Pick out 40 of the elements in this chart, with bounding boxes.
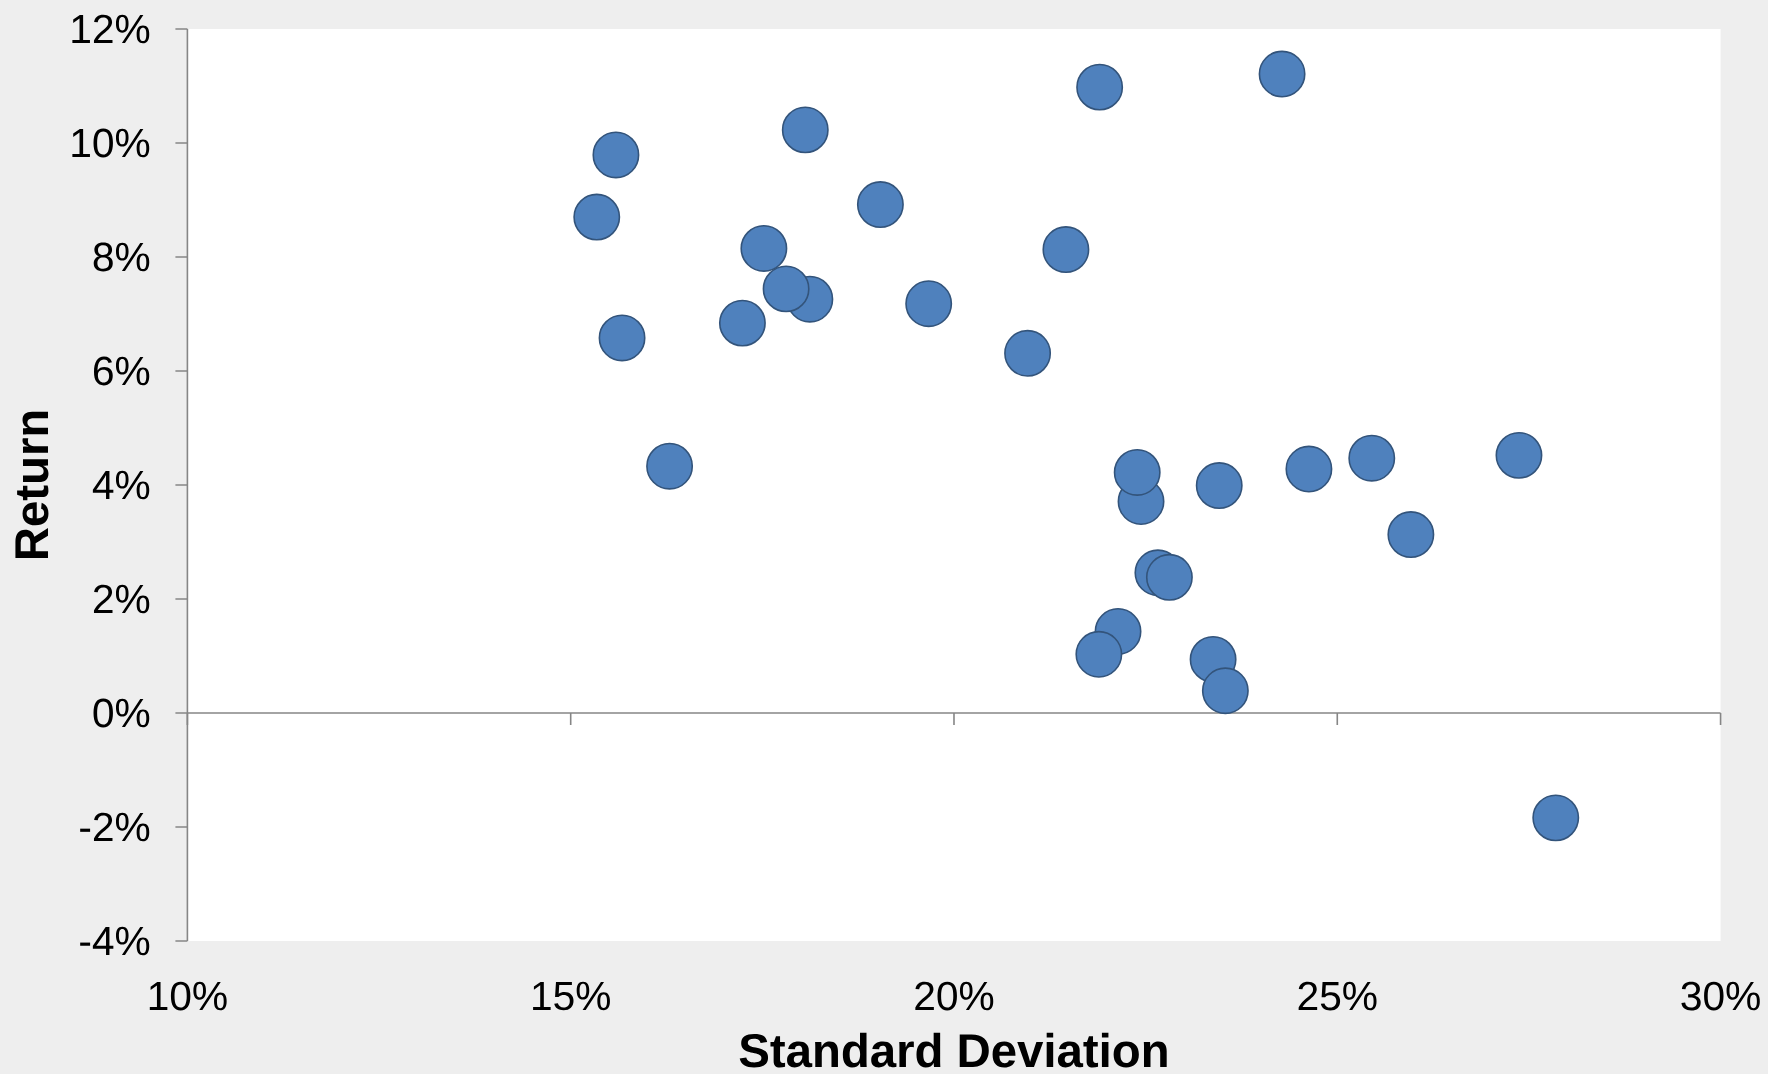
point xyxy=(592,131,640,179)
point xyxy=(1145,553,1193,601)
y-tick-label: 10% xyxy=(72,128,150,158)
point xyxy=(1004,329,1052,377)
point xyxy=(1532,794,1580,842)
point xyxy=(1201,667,1249,715)
point xyxy=(1387,511,1435,559)
x-tick-label: 20% xyxy=(915,981,994,1011)
point xyxy=(740,224,788,272)
y-tick-label: 2% xyxy=(93,584,150,614)
x-tick-label: 10% xyxy=(149,981,227,1011)
x-tick-label: 30% xyxy=(1681,981,1760,1011)
y-tick-label: -4% xyxy=(80,926,150,956)
point xyxy=(856,181,904,229)
point xyxy=(718,299,766,347)
y-tick-label: 6% xyxy=(93,356,150,386)
x-axis-title: Standard Deviation xyxy=(739,1032,1167,1068)
point xyxy=(573,193,621,241)
point xyxy=(1076,63,1124,111)
point xyxy=(646,442,694,490)
point xyxy=(1113,448,1161,496)
point xyxy=(1285,445,1333,493)
point xyxy=(1258,50,1306,98)
y-tick-label: 8% xyxy=(93,242,150,272)
point xyxy=(781,106,829,154)
x-tick-label: 15% xyxy=(533,981,610,1011)
point xyxy=(905,280,953,328)
y-tick-label: 4% xyxy=(92,470,150,500)
point xyxy=(1042,226,1090,274)
y-tick-label: 0% xyxy=(93,698,150,728)
point xyxy=(1495,431,1543,479)
point xyxy=(1195,462,1243,510)
x-tick-label: 25% xyxy=(1298,981,1377,1011)
y-axis-title: Return xyxy=(15,411,49,559)
point xyxy=(598,314,646,362)
point xyxy=(1075,630,1123,678)
point xyxy=(1348,434,1396,482)
y-tick-label: 12% xyxy=(72,14,150,44)
point xyxy=(762,265,810,313)
y-tick-label: -2% xyxy=(80,812,150,842)
